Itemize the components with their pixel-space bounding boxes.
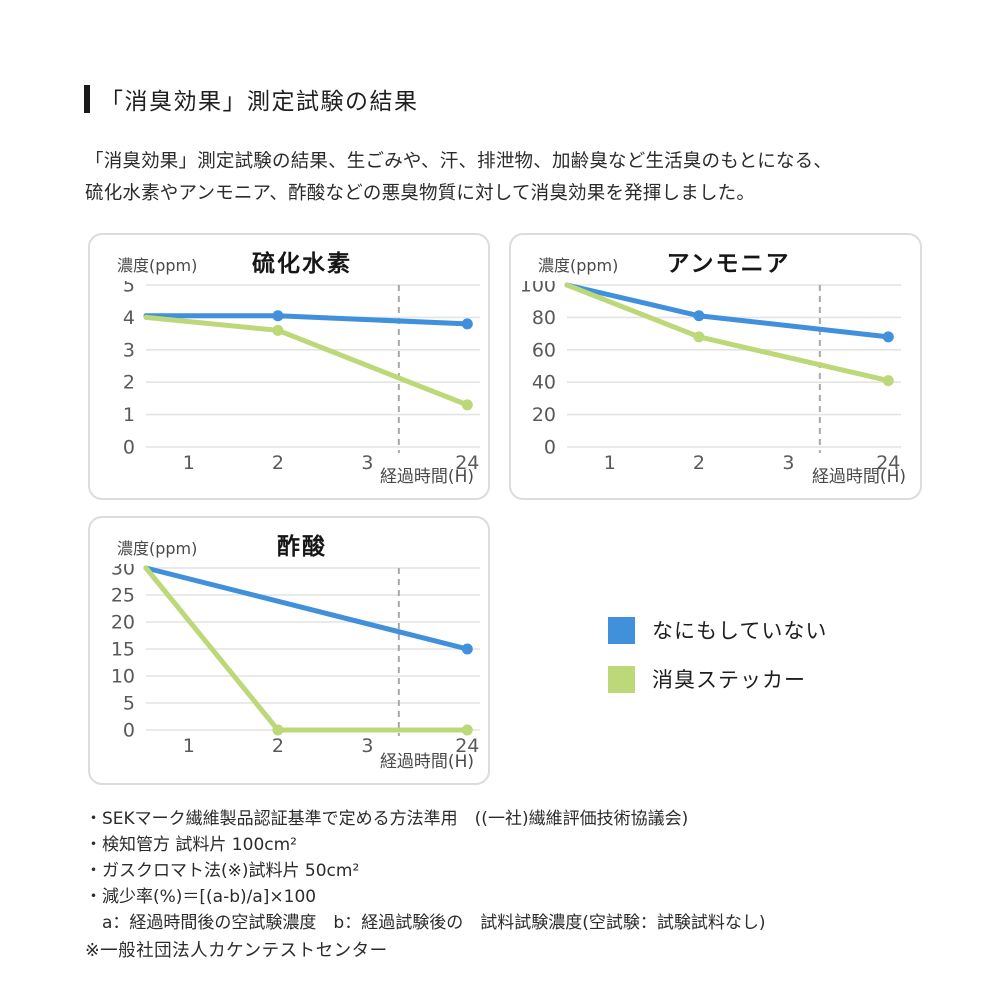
chart-header: 濃度(ppm) 酢酸 bbox=[90, 518, 488, 564]
footnote-line: ・SEKマーク繊維製品認証基準で定める方法準用 ((一社)繊維評価技術協議会) bbox=[85, 809, 689, 829]
x-axis-label: 経過時間(H) bbox=[379, 752, 474, 772]
series-line bbox=[143, 314, 470, 408]
data-point bbox=[272, 310, 284, 322]
y-tick-label: 10 bbox=[111, 666, 135, 688]
chart-plot: 0 20 40 60 80 100 1 2 3 24 bbox=[520, 275, 901, 474]
y-tick-label: 0 bbox=[123, 437, 135, 459]
x-tick-label: 1 bbox=[183, 735, 195, 756]
chart-card-hydrogen-sulfide: 濃度(ppm) 硫化水素 0 1 2 3 4 5 1 2 3 24 経過時間(H) bbox=[88, 233, 490, 500]
chart-card-ammonia: 濃度(ppm) アンモニア 0 20 40 60 80 100 1 2 3 24 経過時間(H) bbox=[509, 233, 922, 500]
x-tick-label: 2 bbox=[272, 735, 284, 756]
y-tick-label: 20 bbox=[532, 404, 556, 426]
y-tick-label: 25 bbox=[111, 585, 135, 607]
series-line bbox=[143, 565, 470, 652]
data-point bbox=[272, 724, 284, 736]
chart-card-acetic-acid: 濃度(ppm) 酢酸 0 5 10 15 20 25 30 1 2 3 24 経過時間(H) bbox=[88, 516, 490, 785]
x-tick-label: 2 bbox=[693, 452, 705, 473]
y-tick-label: 5 bbox=[123, 693, 135, 715]
y-axis-unit-label: 濃度(ppm) bbox=[117, 256, 198, 275]
y-tick-label: 1 bbox=[123, 404, 135, 426]
legend-label: 消臭ステッカー bbox=[652, 668, 806, 692]
chart-header: 濃度(ppm) アンモニア bbox=[511, 235, 920, 281]
x-tick-label: 3 bbox=[782, 452, 794, 473]
y-tick-label: 60 bbox=[532, 339, 556, 361]
y-tick-label: 4 bbox=[123, 307, 135, 329]
x-tick-label: 3 bbox=[361, 452, 373, 473]
intro-line-1: 「消臭効果」測定試験の結果、生ごみや、汗、排泄物、加齢臭など生活臭のもとになる、 bbox=[85, 151, 833, 172]
legend-label: なにもしていない bbox=[652, 619, 828, 643]
chart-header: 濃度(ppm) 硫化水素 bbox=[90, 235, 488, 281]
testing-agency-note: ※一般社団法人カケンテストセンター bbox=[85, 941, 388, 961]
page-title: 「消臭効果」測定試験の結果 bbox=[100, 89, 419, 115]
intro-line-2: 硫化水素やアンモニア、酢酸などの悪臭物質に対して消臭効果を発揮しました。 bbox=[85, 183, 756, 204]
x-axis-label: 経過時間(H) bbox=[811, 467, 906, 487]
x-tick-label: 2 bbox=[272, 452, 284, 473]
chart-legend: なにもしていない 消臭ステッカー bbox=[608, 615, 827, 713]
y-tick-label: 2 bbox=[123, 372, 135, 394]
data-point bbox=[461, 643, 473, 655]
series-line bbox=[564, 282, 891, 340]
data-point bbox=[461, 399, 473, 411]
footnote-line: ・減少率(%)＝[(a-b)/a]×100 bbox=[85, 887, 317, 907]
page-title-row: 「消臭効果」測定試験の結果 bbox=[84, 82, 419, 116]
chart-plot-area: 0 20 40 60 80 100 1 2 3 24 bbox=[511, 275, 909, 477]
x-tick-label: 24 bbox=[455, 735, 479, 756]
x-tick-label: 1 bbox=[604, 452, 616, 473]
chart-plot-area: 0 1 2 3 4 5 1 2 3 24 bbox=[90, 275, 488, 477]
y-tick-label: 30 bbox=[111, 564, 135, 580]
data-point bbox=[882, 331, 894, 343]
chart-plot: 0 1 2 3 4 5 1 2 3 24 bbox=[123, 275, 480, 474]
legend-item-deodorant-sticker: 消臭ステッカー bbox=[608, 664, 827, 694]
title-accent-bar bbox=[84, 85, 90, 113]
x-axis-label: 経過時間(H) bbox=[379, 467, 474, 487]
chart-title: 硫化水素 bbox=[252, 251, 352, 277]
legend-swatch-green bbox=[608, 665, 635, 693]
chart-title: 酢酸 bbox=[277, 534, 327, 560]
footnote-line: ・検知管方 試料片 100cm² bbox=[85, 835, 297, 855]
data-point bbox=[882, 375, 894, 387]
x-tick-label: 24 bbox=[455, 452, 479, 473]
y-tick-label: 100 bbox=[520, 281, 556, 297]
data-point bbox=[693, 331, 705, 343]
footnote-line: ・ガスクロマト法(※)試料片 50cm² bbox=[85, 861, 360, 881]
chart-plot-area: 0 5 10 15 20 25 30 1 2 3 24 bbox=[90, 558, 488, 760]
footnotes: ・SEKマーク繊維製品認証基準で定める方法準用 ((一社)繊維評価技術協議会) … bbox=[85, 806, 765, 936]
y-tick-label: 20 bbox=[111, 612, 135, 634]
data-point bbox=[461, 318, 473, 330]
x-tick-label: 1 bbox=[183, 452, 195, 473]
data-point bbox=[461, 724, 473, 736]
y-axis-unit-label: 濃度(ppm) bbox=[117, 539, 198, 558]
legend-swatch-blue bbox=[608, 616, 635, 644]
intro-paragraph: 「消臭効果」測定試験の結果、生ごみや、汗、排泄物、加齢臭など生活臭のもとになる、… bbox=[85, 146, 832, 210]
chart-title: アンモニア bbox=[666, 251, 791, 277]
y-tick-label: 0 bbox=[544, 437, 556, 459]
data-point bbox=[693, 310, 705, 322]
data-point bbox=[272, 324, 284, 336]
chart-plot: 0 5 10 15 20 25 30 1 2 3 24 bbox=[111, 558, 480, 757]
y-axis-unit-label: 濃度(ppm) bbox=[538, 256, 619, 275]
y-tick-label: 80 bbox=[532, 307, 556, 329]
x-tick-label: 3 bbox=[361, 735, 373, 756]
x-tick-label: 24 bbox=[876, 452, 900, 473]
y-tick-label: 15 bbox=[111, 639, 135, 661]
y-tick-label: 40 bbox=[532, 372, 556, 394]
y-tick-label: 3 bbox=[123, 339, 135, 361]
y-tick-label: 0 bbox=[123, 720, 135, 742]
legend-item-untreated: なにもしていない bbox=[608, 615, 827, 645]
y-tick-label: 5 bbox=[123, 281, 135, 297]
footnote-line: a：経過時間後の空試験濃度 b：経過試験後の 試料試験濃度(空試験：試験試料なし… bbox=[85, 913, 766, 933]
